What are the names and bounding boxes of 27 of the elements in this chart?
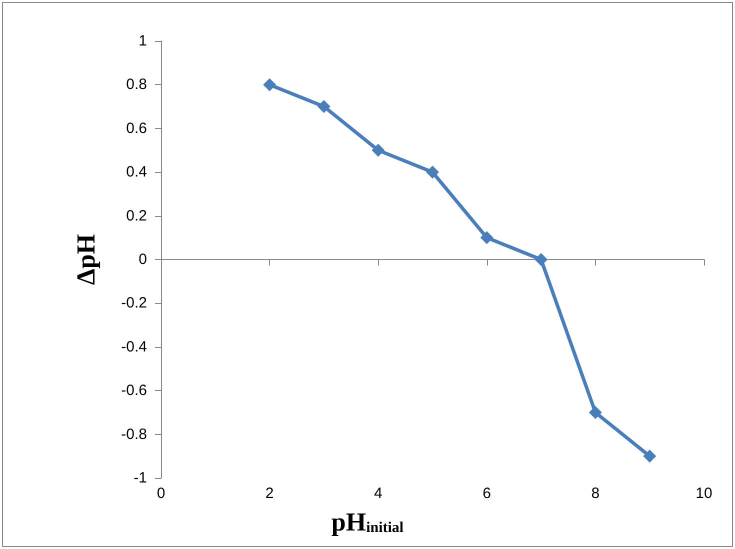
point: [480, 231, 494, 244]
x-tick-label: 8: [591, 485, 600, 502]
y-tick-label: 0.6: [126, 120, 147, 137]
point: [588, 406, 602, 419]
x-tick-label: 4: [374, 485, 382, 502]
x-tick-label: 6: [482, 485, 491, 502]
x-tick-label: 0: [156, 485, 166, 502]
y-tick-label: 0.2: [126, 207, 147, 224]
y-tick-label: -0.2: [121, 294, 147, 312]
y-tick-label: 0: [138, 251, 147, 268]
y-tick-label: 0.8: [126, 76, 147, 94]
point: [534, 253, 548, 266]
y-tick-label: 0.4: [126, 164, 147, 181]
y-tick-label: -0.4: [121, 338, 147, 356]
x-tick-label: 2: [265, 485, 274, 502]
y-tick-label: -0.8: [121, 426, 147, 443]
y-tick-label: -1: [134, 470, 147, 486]
x-tick-label: 10: [696, 485, 712, 502]
y-axis-title: ΔpH: [72, 234, 100, 285]
point: [372, 144, 385, 157]
y-tick-label: -0.6: [121, 382, 147, 400]
point: [263, 78, 276, 92]
y-tick-label: 1: [138, 32, 147, 50]
point: [426, 166, 439, 179]
point: [317, 100, 330, 114]
point: [643, 450, 656, 463]
x-axis-title: pHinitial: [331, 508, 404, 536]
